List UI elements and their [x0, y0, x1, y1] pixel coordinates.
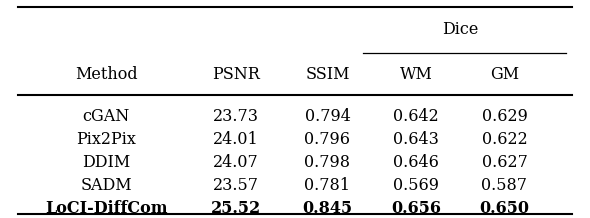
Text: 0.794: 0.794	[304, 108, 350, 125]
Text: 0.627: 0.627	[481, 154, 527, 171]
Text: LoCI-DiffCom: LoCI-DiffCom	[45, 200, 168, 217]
Text: 0.587: 0.587	[481, 177, 527, 194]
Text: GM: GM	[490, 66, 519, 83]
Text: 0.650: 0.650	[480, 200, 529, 217]
Text: Method: Method	[75, 66, 137, 83]
Text: 0.656: 0.656	[391, 200, 441, 217]
Text: 0.798: 0.798	[304, 154, 350, 171]
Text: Pix2Pix: Pix2Pix	[76, 131, 136, 148]
Text: SADM: SADM	[80, 177, 132, 194]
Text: 23.73: 23.73	[213, 108, 259, 125]
Text: 25.52: 25.52	[211, 200, 261, 217]
Text: cGAN: cGAN	[83, 108, 130, 125]
Text: WM: WM	[399, 66, 432, 83]
Text: 23.57: 23.57	[213, 177, 259, 194]
Text: 0.622: 0.622	[481, 131, 527, 148]
Text: Dice: Dice	[442, 21, 478, 38]
Text: 0.646: 0.646	[393, 154, 439, 171]
Text: PSNR: PSNR	[212, 66, 260, 83]
Text: 0.569: 0.569	[393, 177, 439, 194]
Text: 24.07: 24.07	[213, 154, 259, 171]
Text: 24.01: 24.01	[213, 131, 259, 148]
Text: 0.781: 0.781	[304, 177, 350, 194]
Text: SSIM: SSIM	[305, 66, 350, 83]
Text: 0.642: 0.642	[393, 108, 439, 125]
Text: 0.845: 0.845	[303, 200, 352, 217]
Text: 0.629: 0.629	[481, 108, 527, 125]
Text: DDIM: DDIM	[82, 154, 130, 171]
Text: 0.643: 0.643	[393, 131, 439, 148]
Text: 0.796: 0.796	[304, 131, 350, 148]
